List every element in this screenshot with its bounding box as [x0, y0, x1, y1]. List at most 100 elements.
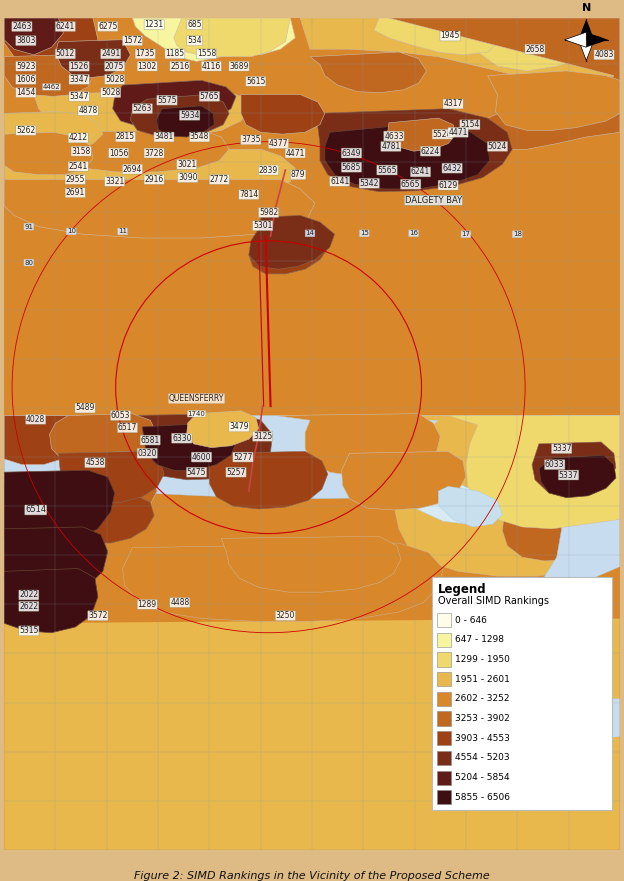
Polygon shape — [174, 18, 290, 56]
Polygon shape — [539, 455, 616, 498]
Text: 17: 17 — [461, 231, 470, 237]
Polygon shape — [156, 106, 214, 137]
Polygon shape — [487, 70, 620, 130]
Text: Overall SIMD Rankings: Overall SIMD Rankings — [438, 596, 549, 606]
Text: 5028: 5028 — [101, 88, 120, 97]
Polygon shape — [210, 451, 328, 509]
Text: 4462: 4462 — [42, 84, 61, 90]
Text: 1302: 1302 — [138, 62, 157, 70]
Text: 2491: 2491 — [101, 49, 120, 58]
Text: 4028: 4028 — [26, 415, 46, 424]
Polygon shape — [4, 416, 620, 850]
Text: 5765: 5765 — [200, 92, 219, 101]
Text: 1231: 1231 — [145, 20, 163, 29]
Polygon shape — [130, 94, 229, 136]
Polygon shape — [4, 416, 81, 464]
Text: 5024: 5024 — [488, 142, 507, 151]
Text: DALGETY BAY: DALGETY BAY — [405, 196, 462, 204]
Text: 5315: 5315 — [19, 626, 39, 635]
Bar — [437, 652, 451, 667]
Text: 3728: 3728 — [145, 149, 163, 158]
Text: 0320: 0320 — [137, 448, 157, 458]
Polygon shape — [122, 414, 273, 480]
Bar — [437, 672, 451, 686]
Polygon shape — [325, 122, 490, 189]
Text: 534: 534 — [187, 36, 202, 45]
Text: 2022: 2022 — [19, 590, 39, 599]
Text: 6241: 6241 — [411, 167, 430, 176]
Text: 3481: 3481 — [154, 132, 173, 142]
Polygon shape — [578, 19, 594, 40]
Text: 685: 685 — [187, 20, 202, 29]
Text: 5565: 5565 — [378, 166, 397, 174]
Text: 5154: 5154 — [460, 120, 480, 130]
Text: 1740: 1740 — [188, 411, 205, 417]
Polygon shape — [34, 90, 249, 140]
Text: 5257: 5257 — [227, 468, 246, 477]
Text: 3903 - 4553: 3903 - 4553 — [455, 734, 510, 743]
Text: 6033: 6033 — [545, 460, 565, 470]
Polygon shape — [389, 482, 502, 524]
Text: 6275: 6275 — [98, 22, 117, 31]
Polygon shape — [502, 470, 620, 561]
Polygon shape — [52, 494, 154, 543]
Text: 5685: 5685 — [342, 163, 361, 172]
Text: 4116: 4116 — [202, 62, 221, 70]
Text: 5489: 5489 — [76, 403, 95, 412]
FancyBboxPatch shape — [432, 577, 612, 810]
Polygon shape — [4, 132, 93, 174]
Text: 4377: 4377 — [269, 139, 288, 148]
Polygon shape — [54, 470, 157, 520]
Text: 16: 16 — [409, 230, 418, 236]
Polygon shape — [56, 40, 130, 78]
Polygon shape — [4, 18, 620, 850]
Polygon shape — [122, 543, 443, 621]
Text: Legend: Legend — [438, 582, 487, 596]
Text: 6330: 6330 — [172, 433, 192, 443]
Text: 5337: 5337 — [552, 444, 572, 453]
Polygon shape — [565, 33, 587, 48]
Text: 2516: 2516 — [170, 62, 190, 70]
Text: 5012: 5012 — [56, 49, 75, 58]
Polygon shape — [438, 486, 502, 527]
Text: 5923: 5923 — [16, 62, 36, 70]
Text: 2622: 2622 — [19, 602, 39, 611]
Text: 4182: 4182 — [444, 607, 462, 617]
Text: 2694: 2694 — [123, 165, 142, 174]
Text: 3090: 3090 — [178, 173, 197, 182]
Text: 5301: 5301 — [253, 221, 272, 230]
Text: 6565: 6565 — [401, 180, 421, 189]
Text: N: N — [582, 4, 591, 13]
Text: 5028: 5028 — [105, 75, 124, 84]
Polygon shape — [300, 18, 620, 80]
Text: 18: 18 — [513, 231, 522, 237]
Polygon shape — [4, 568, 98, 633]
Text: 4212: 4212 — [69, 133, 88, 143]
Text: QUEENSFERRY: QUEENSFERRY — [169, 394, 224, 403]
Polygon shape — [113, 80, 236, 128]
Polygon shape — [241, 94, 325, 134]
Polygon shape — [4, 416, 620, 499]
Bar — [437, 731, 451, 745]
Text: 1526: 1526 — [69, 62, 89, 70]
Bar — [437, 692, 451, 706]
Text: 3158: 3158 — [72, 146, 90, 156]
Polygon shape — [249, 222, 329, 274]
Text: 2955: 2955 — [66, 175, 85, 184]
Polygon shape — [341, 451, 466, 510]
Text: 3125: 3125 — [253, 432, 272, 440]
Polygon shape — [4, 18, 64, 55]
Bar — [437, 790, 451, 804]
Polygon shape — [142, 423, 236, 470]
Text: 6581: 6581 — [140, 435, 160, 445]
Text: 3479: 3479 — [229, 422, 249, 432]
Text: 5263: 5263 — [133, 104, 152, 113]
Text: 5475: 5475 — [187, 468, 207, 477]
Text: 3321: 3321 — [105, 177, 124, 186]
Text: 2602 - 3252: 2602 - 3252 — [455, 694, 509, 703]
Polygon shape — [66, 451, 157, 499]
Polygon shape — [4, 180, 315, 238]
Text: 6514: 6514 — [25, 506, 46, 515]
Text: 6053: 6053 — [111, 411, 130, 420]
Text: 2075: 2075 — [105, 62, 124, 70]
